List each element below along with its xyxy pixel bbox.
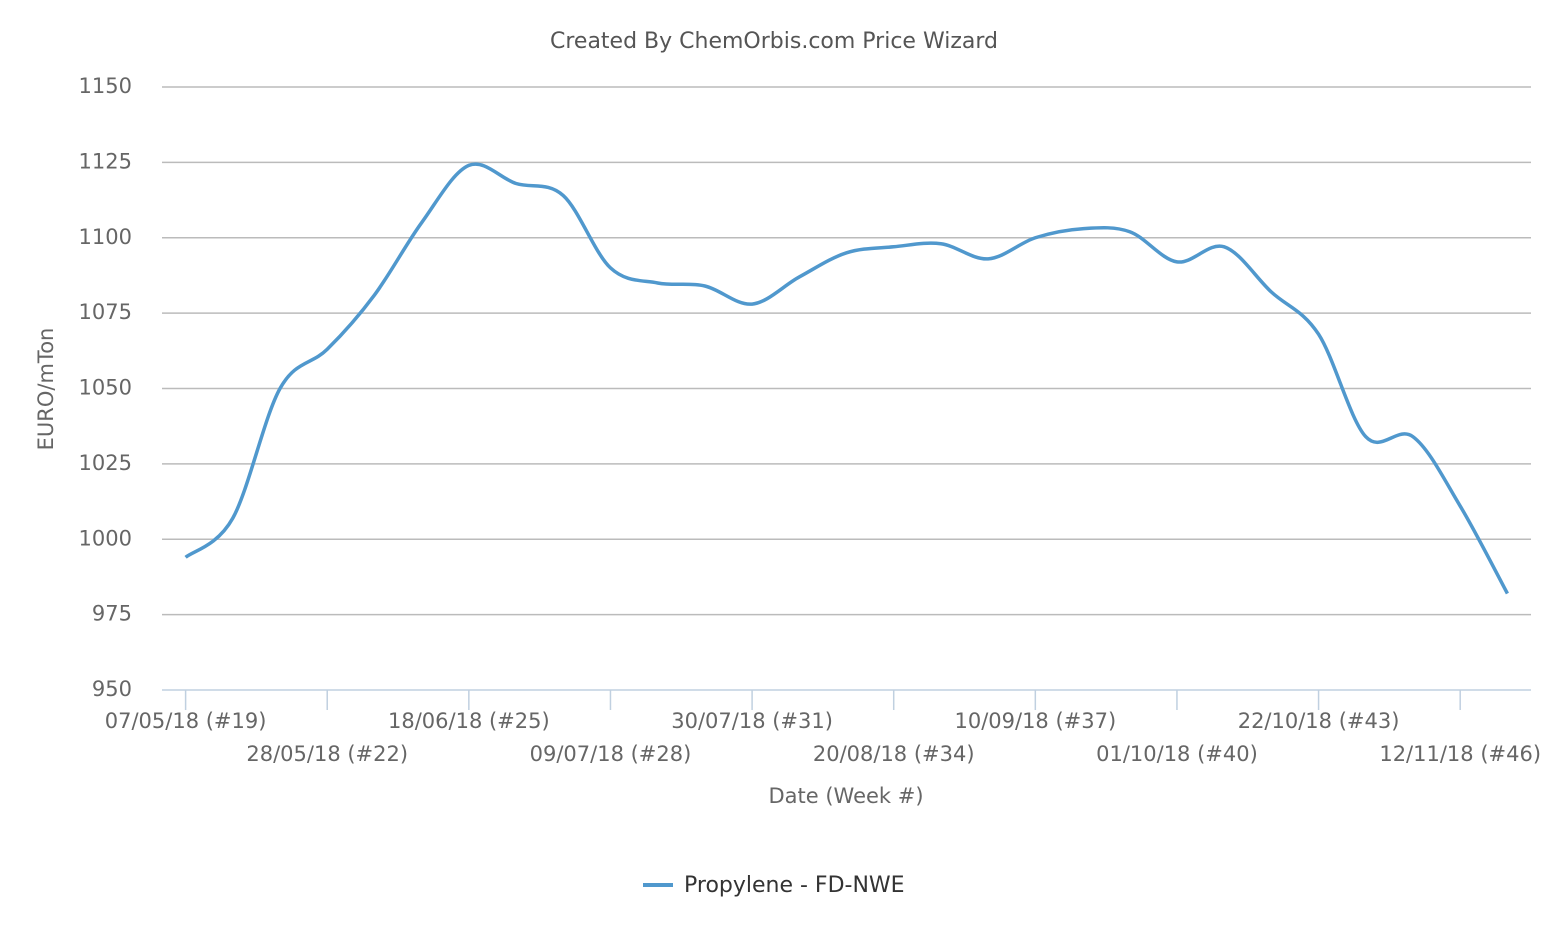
chart-title: Created By ChemOrbis.com Price Wizard [550,29,998,54]
y-tick-label: 1025 [79,451,132,475]
y-tick-label: 1000 [79,526,132,550]
x-tick-label: 09/07/18 (#28) [530,742,692,766]
x-tick-label: 12/11/18 (#46) [1379,742,1541,766]
y-tick-label: 1050 [79,376,132,400]
x-tick-label: 20/08/18 (#34) [813,742,975,766]
legend-label: Propylene - FD-NWE [684,873,905,898]
y-tick-label: 1125 [79,149,132,173]
y-tick-label: 950 [92,677,132,701]
series-line [184,162,1509,595]
x-tick-label: 01/10/18 (#40) [1096,742,1258,766]
x-tick-label: 07/05/18 (#19) [105,709,267,733]
x-axis-label: Date (Week #) [768,784,923,808]
x-tick-label: 22/10/18 (#43) [1238,709,1400,733]
y-axis-label: EURO/mTon [34,328,58,451]
x-tick-label: 10/09/18 (#37) [954,709,1116,733]
y-tick-label: 1150 [79,74,132,98]
y-tick-label: 1075 [79,300,132,324]
y-tick-label: 1100 [79,225,132,249]
x-tick-label: 18/06/18 (#25) [388,709,550,733]
x-tick-label: 28/05/18 (#22) [246,742,408,766]
x-tick-label: 30/07/18 (#31) [671,709,833,733]
y-tick-label: 975 [92,602,132,626]
